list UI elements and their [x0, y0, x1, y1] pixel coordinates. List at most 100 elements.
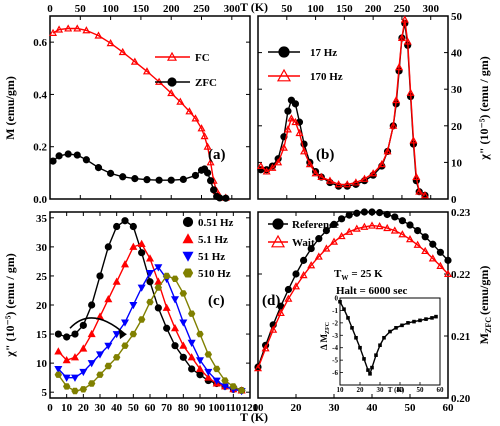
panel-c-series-3-point — [129, 330, 137, 338]
panel-c-series-2-point — [187, 339, 196, 348]
panel-c-series-0-point — [188, 365, 196, 373]
panel-c-series-0-point — [113, 222, 121, 231]
panel-a-top-tick-label: 250 — [193, 3, 210, 15]
inset-series-0-point — [366, 368, 370, 372]
panel-a-series-0-point — [94, 31, 103, 39]
panel-a-series-0-point — [64, 24, 73, 32]
panel-d-series-0-point — [300, 256, 308, 264]
panel-c-series-0-point — [138, 249, 146, 257]
panel-a-series-1-point — [131, 175, 139, 183]
panel-c-y-tick-label: 25 — [36, 271, 48, 283]
legend-c-5100-label: 510 Hz — [198, 268, 231, 280]
inset-x-tick-label: 20 — [357, 386, 365, 394]
panel-c-y-tick-label: 20 — [36, 300, 48, 312]
panel-d-series-0-point — [391, 213, 399, 221]
panel-b-y-tick-label: 20 — [451, 121, 463, 133]
panel-c-series-0-point — [171, 342, 179, 350]
panel-b-top-tick-label: 300 — [422, 3, 439, 15]
panel-c-series-3-point — [163, 272, 171, 280]
panel-c-x-tick-label: 0 — [47, 402, 53, 414]
panel-c-x-tick-label: 30 — [95, 402, 107, 414]
panel-c-series-3-point — [154, 284, 162, 291]
panel-d-series-1-point — [322, 244, 331, 252]
panel-c-label: (c) — [208, 293, 225, 309]
panel-a-top-tick-label: 200 — [163, 3, 180, 15]
panel-c-series-2-point — [129, 302, 138, 310]
panel-c-arrow — [69, 317, 126, 335]
panel-c-series-2-point — [70, 374, 80, 382]
panel-c-series-1-point — [79, 344, 88, 352]
panel-a-series-0-point — [185, 107, 194, 115]
inset-series-0-point — [346, 316, 350, 320]
inset-series-0-point — [382, 335, 386, 340]
panel-c-series-1-point — [145, 254, 155, 262]
panel-c-series-3-point — [63, 383, 71, 390]
panel-d-x-tick-label: 10 — [253, 402, 265, 414]
panel-b-y-tick-label: 0 — [451, 194, 457, 206]
panel-c-series-3-point — [88, 380, 96, 387]
panel-c-series-0-point — [196, 371, 204, 379]
inset-series-0-point — [378, 343, 382, 348]
panel-d-y-tick-label: 0.22 — [451, 269, 471, 281]
panel-c-series-2-point — [179, 319, 188, 327]
panel-a-top-tick-label: 300 — [224, 3, 241, 15]
panel-a-label: (a) — [208, 147, 226, 163]
panel-c-series-2-point — [220, 383, 230, 391]
panel-a-series-1-point — [191, 171, 200, 180]
panel-c-series-1-point — [62, 355, 71, 364]
panel-a-series-0-point — [73, 24, 82, 32]
panel-d-series-1-point — [428, 254, 437, 262]
panel-c-series-1-point — [154, 277, 163, 285]
inset-series-0-point — [430, 316, 434, 320]
panel-c-series-3-point — [213, 365, 221, 373]
panel-c-y-tick-label: 10 — [36, 358, 48, 370]
panel-b-series-1-point — [397, 33, 406, 41]
panel-c-y-tick-label: 35 — [36, 213, 48, 225]
inset-series-0-point — [424, 317, 428, 321]
panel-b-series-1-point — [325, 176, 334, 184]
panel-c-series-1-point — [70, 353, 80, 361]
panel-b-series-1-point — [403, 37, 412, 45]
panel-d-series-1-point — [299, 271, 308, 279]
panel-b-label: (b) — [316, 147, 334, 163]
panel-b-top-tick-label: 50 — [281, 3, 293, 15]
inset-y-tick-label: -5 — [332, 357, 338, 365]
panel-a-top-tick-label: 150 — [133, 3, 150, 15]
panel-a-series-1-point — [119, 173, 127, 181]
panel-d-series-0-point — [444, 256, 452, 264]
inset-y-tick-label: -3 — [332, 332, 338, 340]
panel-a-series-0-point — [49, 28, 58, 36]
panel-c-series-0-point — [63, 333, 71, 341]
panel-b-series-1-point — [420, 191, 429, 199]
panel-c-series-0-point — [146, 278, 154, 286]
panel-b-series-1-point — [283, 125, 292, 133]
panel-b-series-1-point — [389, 121, 398, 129]
panel-c-series-0-point — [96, 272, 104, 280]
inset-y-tick-label: -6 — [332, 369, 338, 377]
annotation-tw-sub: W — [341, 274, 348, 282]
panel-d-label: (d) — [262, 293, 280, 309]
inset-ylabel-sub: ZFC — [325, 322, 331, 334]
panel-a-series-1-point — [143, 176, 151, 184]
panel-c-arrowhead — [119, 330, 127, 340]
panel-b-series-1-point — [311, 169, 320, 177]
inset-series-0-point — [406, 321, 410, 325]
panel-d-series-1-point — [269, 325, 278, 333]
panel-c-series-1-point — [137, 239, 146, 247]
panel-b-y-tick-label: 50 — [451, 11, 463, 23]
panel-c-series-1-point — [54, 347, 63, 355]
inset-series-0-point — [374, 353, 378, 357]
panel-d-series-1-point — [253, 364, 263, 372]
panel-a-y-tick-label: 0.0 — [33, 194, 47, 206]
inset-series-0-point — [412, 319, 416, 324]
panel-a-series-0-point — [106, 38, 115, 47]
panel-c-series-3-point — [104, 362, 112, 370]
panel-a-series-0-point — [142, 67, 151, 75]
legend-b-17hz-marker — [278, 46, 290, 58]
panel-d-series-0-point — [421, 233, 429, 241]
panel-c-series-0-point — [179, 353, 187, 361]
panel-a-series-0-point — [167, 88, 176, 97]
panel-c-series-2-point — [212, 377, 221, 385]
panel-c-x-tick-label: 10 — [61, 402, 73, 414]
